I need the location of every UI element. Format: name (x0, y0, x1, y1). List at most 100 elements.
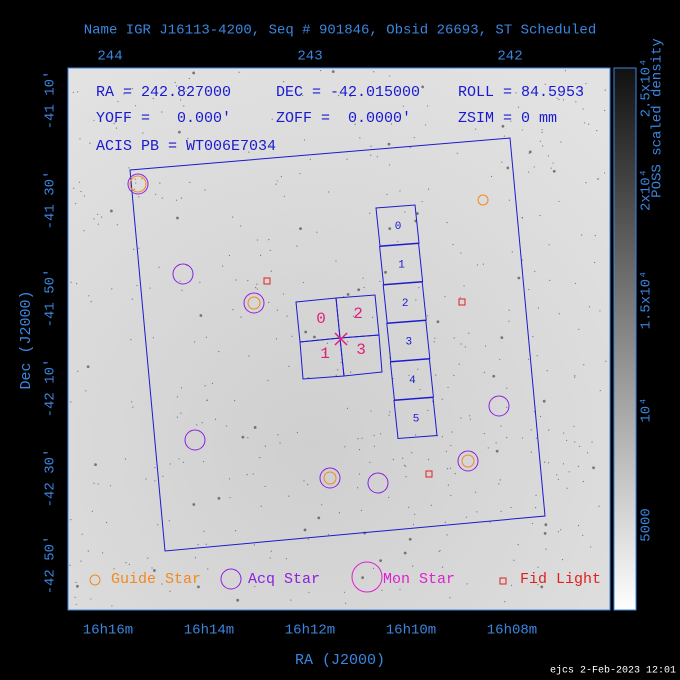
star (157, 524, 159, 526)
star (499, 358, 501, 361)
info-dec: DEC = -42.015000 (276, 84, 420, 101)
star (373, 434, 375, 437)
star (343, 591, 346, 593)
title: Name IGR J16113-4200, Seq # 901846, Obsi… (84, 23, 596, 39)
colorbar-tick: 5000 (639, 508, 655, 542)
star (413, 136, 415, 139)
star (581, 90, 583, 92)
star (168, 520, 170, 522)
star (74, 596, 76, 598)
star (441, 436, 443, 438)
axes: 244 243 242 16h16m 16h14m 16h12m 16h10m … (18, 49, 537, 669)
star (562, 99, 565, 101)
field-boundary (129, 137, 546, 552)
star (264, 445, 267, 447)
star (308, 591, 310, 593)
star (547, 155, 550, 157)
stars-overlay (127, 173, 510, 494)
star (85, 390, 87, 392)
star (357, 487, 359, 489)
star (174, 81, 176, 84)
star (193, 341, 196, 343)
star (578, 328, 580, 330)
guide-star (477, 194, 489, 206)
colorbar-tick: 1.5x10⁴ (639, 271, 655, 330)
star (88, 295, 90, 297)
info-block: RA = 242.827000 DEC = -42.015000 ROLL = … (96, 84, 584, 155)
star (228, 254, 231, 257)
star (226, 112, 228, 114)
star (238, 71, 240, 73)
star (603, 172, 606, 174)
star (550, 167, 552, 169)
star (539, 214, 541, 217)
star (123, 93, 125, 95)
star (268, 301, 270, 304)
star (436, 320, 440, 324)
star (175, 199, 178, 201)
star (214, 418, 217, 420)
chip-label: 2 (402, 298, 409, 310)
star (347, 341, 349, 343)
star (291, 118, 294, 120)
star (229, 496, 231, 499)
star (535, 437, 538, 439)
star (183, 105, 185, 107)
guide-star (461, 454, 475, 468)
star (552, 162, 554, 164)
footer: ejcs 2-Feb-2023 12:01 (550, 665, 676, 677)
star (419, 388, 421, 391)
star (134, 105, 137, 107)
acq-star (127, 173, 149, 195)
star (111, 605, 113, 607)
star (415, 434, 417, 436)
star (533, 411, 535, 413)
star (131, 401, 133, 403)
star (435, 374, 437, 376)
star (94, 463, 97, 466)
star (357, 288, 361, 292)
star (133, 248, 135, 251)
star (533, 166, 535, 168)
star (138, 247, 140, 249)
star (271, 118, 273, 120)
star (93, 218, 95, 220)
star (563, 432, 565, 434)
star (131, 298, 133, 300)
bottom-tick: 16h08m (487, 623, 537, 639)
star (562, 463, 565, 465)
star (80, 190, 82, 193)
star (260, 505, 262, 507)
star (389, 411, 391, 413)
star (449, 597, 451, 599)
star (113, 123, 115, 125)
star (517, 544, 519, 546)
star (363, 286, 365, 289)
star (149, 287, 151, 289)
star (354, 123, 356, 125)
star (508, 320, 510, 322)
star (113, 568, 115, 570)
star (495, 442, 497, 444)
star (116, 224, 118, 226)
chip-label: 0 (395, 221, 402, 233)
star (87, 550, 89, 552)
star (73, 187, 75, 189)
star (558, 200, 560, 203)
star (402, 457, 404, 459)
star (69, 564, 71, 566)
star (510, 506, 512, 509)
star (500, 425, 502, 427)
star (176, 216, 179, 220)
star (599, 310, 601, 312)
colorbar-label: POSS scaled density (650, 38, 666, 198)
star (109, 209, 113, 213)
star (408, 374, 410, 376)
x-axis-label: RA (J2000) (295, 652, 385, 669)
star (449, 467, 451, 469)
star (179, 280, 181, 282)
star (236, 598, 240, 602)
left-tick: -41 50' (43, 269, 59, 328)
acq-star (367, 472, 389, 494)
star (405, 465, 407, 467)
